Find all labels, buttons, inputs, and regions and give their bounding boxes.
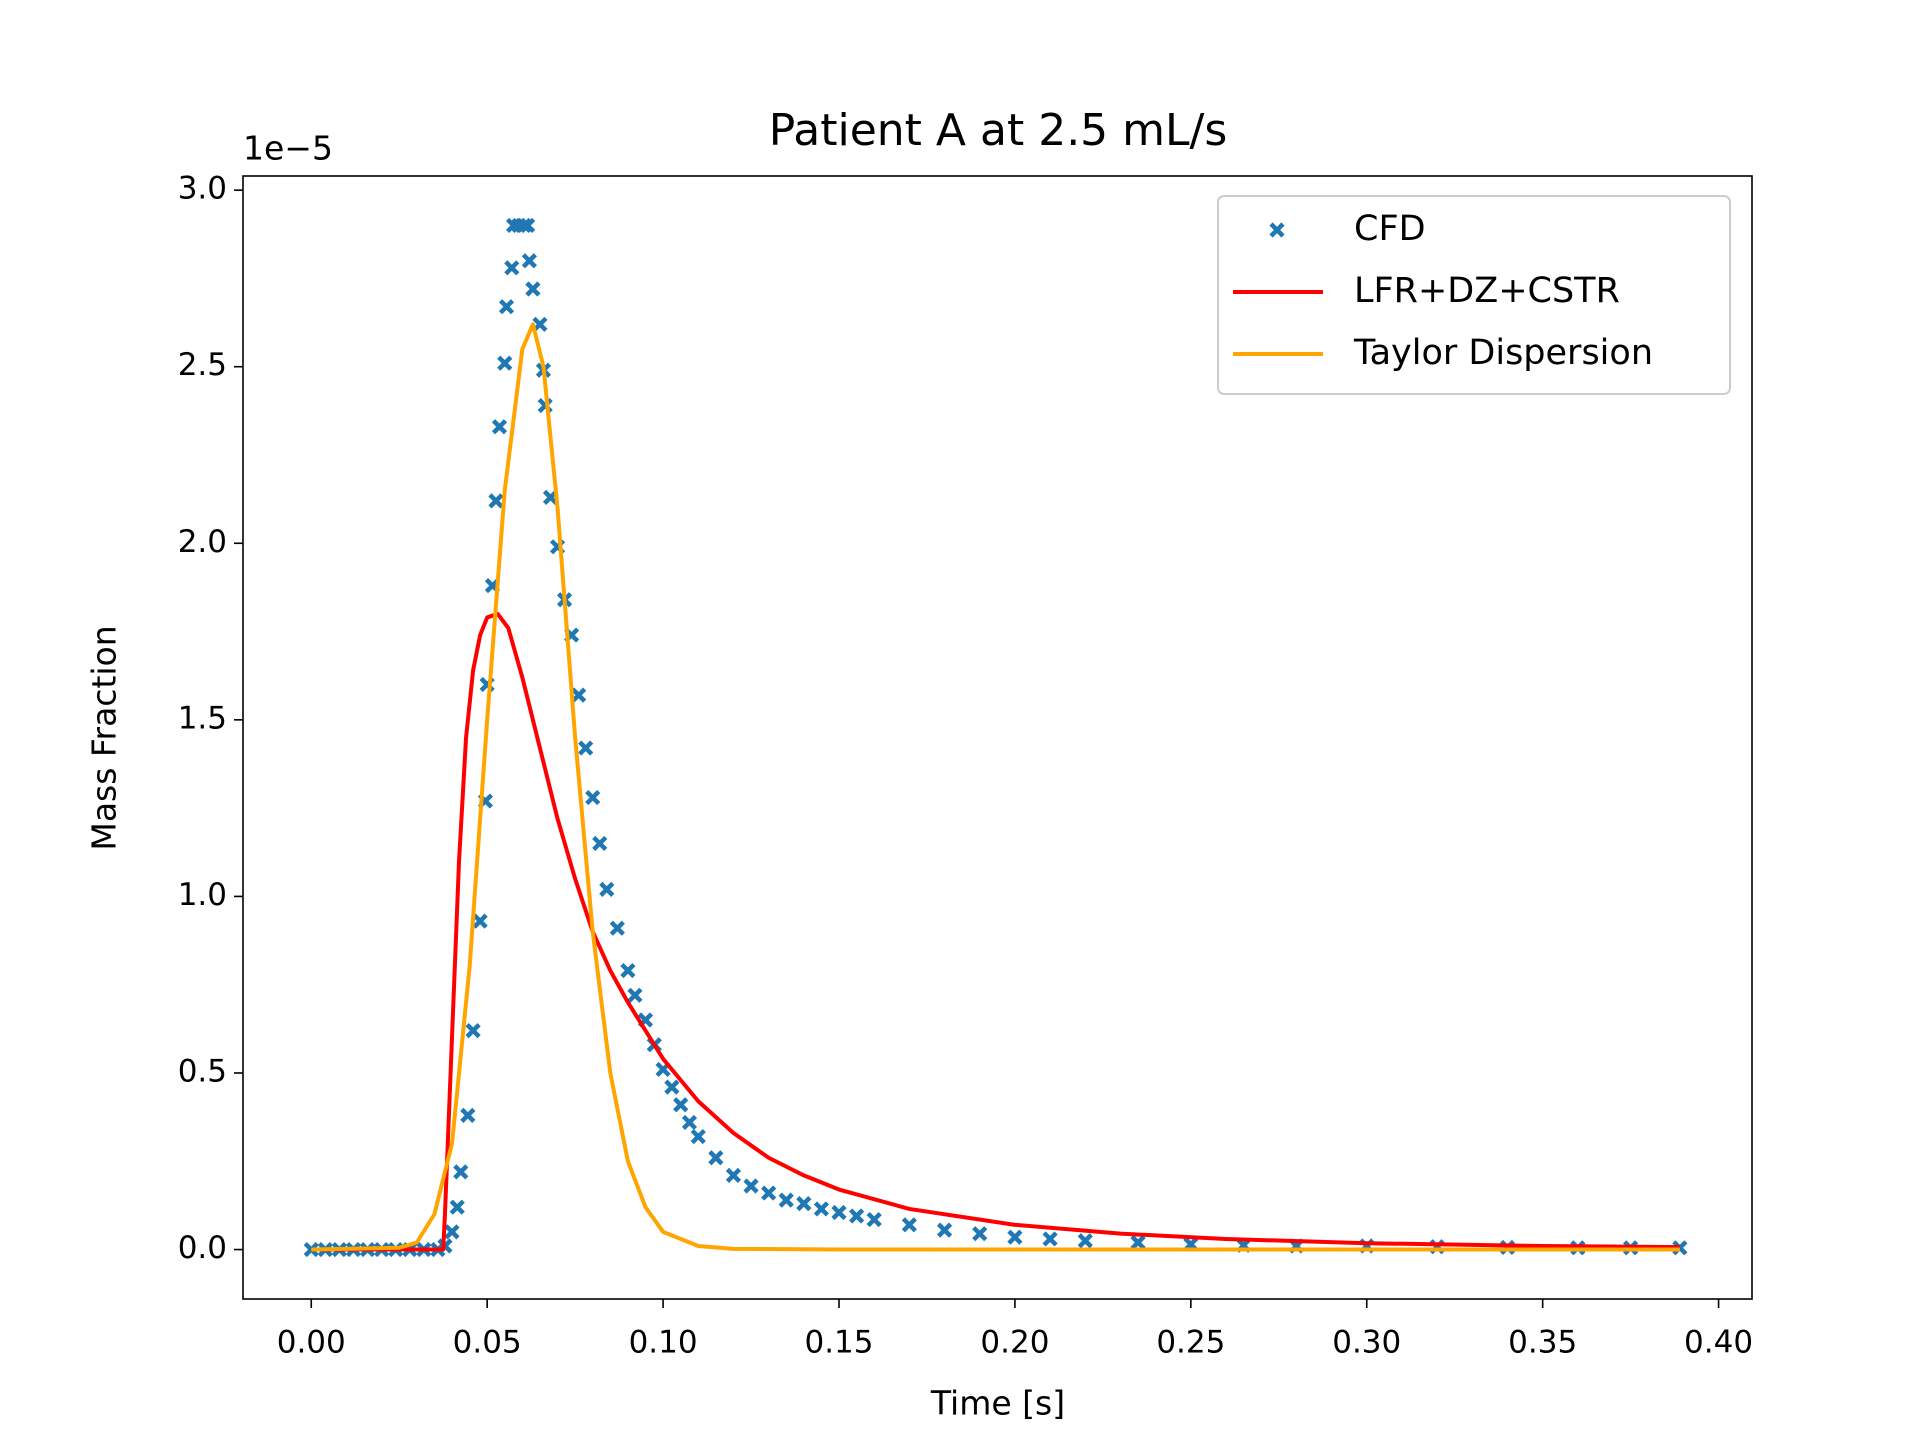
data-point bbox=[972, 1226, 988, 1242]
axes-frame bbox=[242, 175, 1753, 1300]
data-point bbox=[761, 1185, 777, 1201]
x-tick-label: 0.20 bbox=[980, 1325, 1049, 1361]
data-point bbox=[599, 881, 615, 897]
data-point bbox=[866, 1211, 882, 1228]
y-tick-label: 1.0 bbox=[178, 877, 227, 913]
data-point bbox=[849, 1208, 865, 1224]
data-point bbox=[778, 1192, 794, 1208]
legend-label: CFD bbox=[1354, 209, 1426, 249]
scatter-series bbox=[303, 217, 1688, 1258]
data-point bbox=[743, 1178, 759, 1194]
data-point bbox=[521, 253, 537, 269]
x-tick-label: 0.30 bbox=[1332, 1325, 1401, 1361]
data-point bbox=[525, 281, 541, 297]
y-tick-label: 0.0 bbox=[178, 1230, 227, 1266]
legend: CFD LFR+DZ+CSTR Taylor Dispersion bbox=[1217, 195, 1731, 395]
data-point bbox=[585, 789, 601, 806]
y-axis-label: Mass Fraction bbox=[85, 625, 124, 850]
x-tick-label: 0.10 bbox=[629, 1325, 698, 1361]
data-point bbox=[681, 1114, 698, 1131]
y-tick-label: 2.5 bbox=[178, 347, 227, 383]
y-tick-label: 3.0 bbox=[178, 171, 227, 207]
chart-title: Patient A at 2.5 mL/s bbox=[769, 105, 1228, 156]
data-point bbox=[813, 1201, 829, 1217]
data-point bbox=[571, 687, 587, 703]
data-point bbox=[303, 1241, 319, 1258]
data-point bbox=[796, 1196, 812, 1212]
data-point bbox=[620, 962, 636, 979]
data-point bbox=[453, 1164, 469, 1180]
x-axis-label: Time [s] bbox=[930, 1384, 1065, 1423]
legend-box bbox=[1217, 195, 1731, 395]
y-offset-text: 1e−5 bbox=[243, 129, 333, 168]
data-point bbox=[725, 1167, 742, 1183]
data-point bbox=[609, 920, 625, 936]
data-point bbox=[465, 1023, 481, 1039]
data-point bbox=[504, 260, 520, 276]
plot-area bbox=[303, 217, 1688, 1258]
data-point bbox=[936, 1222, 953, 1238]
data-point bbox=[1007, 1229, 1023, 1245]
data-point bbox=[498, 299, 515, 315]
data-point bbox=[497, 355, 513, 371]
x-tick-label: 0.25 bbox=[1156, 1325, 1225, 1361]
legend-label: LFR+DZ+CSTR bbox=[1354, 271, 1620, 311]
data-point bbox=[1130, 1234, 1146, 1251]
line-series bbox=[311, 611, 1680, 1252]
data-point bbox=[901, 1217, 917, 1233]
x-tick-label: 0.00 bbox=[277, 1325, 346, 1361]
x-tick-label: 0.35 bbox=[1508, 1325, 1577, 1361]
data-point bbox=[516, 217, 532, 234]
data-point bbox=[488, 493, 504, 509]
y-tick-label: 1.5 bbox=[178, 700, 227, 736]
data-point bbox=[578, 740, 594, 756]
line-series bbox=[311, 322, 1680, 1252]
data-point bbox=[444, 1224, 460, 1240]
legend-label: Taylor Dispersion bbox=[1353, 333, 1653, 373]
data-point bbox=[520, 217, 536, 234]
data-point bbox=[708, 1150, 724, 1166]
data-point bbox=[472, 913, 488, 929]
data-point bbox=[460, 1107, 476, 1123]
data-point bbox=[673, 1097, 689, 1113]
x-tick-label: 0.40 bbox=[1684, 1325, 1753, 1361]
data-point bbox=[1042, 1231, 1058, 1247]
data-point bbox=[664, 1079, 680, 1095]
data-point bbox=[831, 1204, 847, 1221]
data-point bbox=[690, 1128, 706, 1145]
data-point bbox=[627, 987, 643, 1003]
data-point bbox=[449, 1199, 465, 1215]
data-point bbox=[1077, 1233, 1093, 1249]
data-point bbox=[491, 419, 508, 435]
x-tick-label: 0.15 bbox=[804, 1325, 873, 1361]
legend-marker bbox=[1269, 222, 1285, 238]
x-tick-label: 0.05 bbox=[453, 1325, 522, 1361]
data-point bbox=[592, 835, 608, 852]
y-tick-label: 2.0 bbox=[178, 524, 227, 560]
y-tick-label: 0.5 bbox=[178, 1053, 227, 1089]
